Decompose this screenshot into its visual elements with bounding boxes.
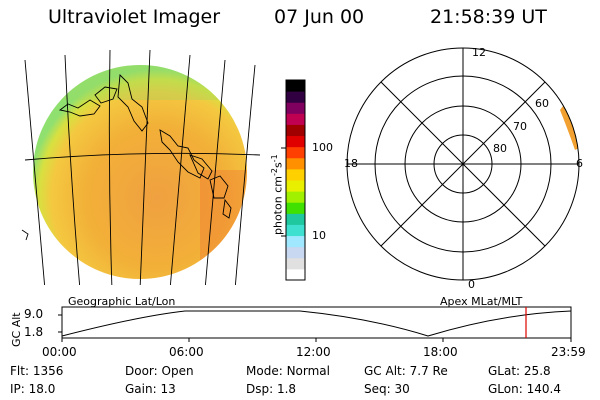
timeline-xtick-1800: 18:00: [423, 345, 458, 359]
colorbar-swatch: [286, 257, 305, 270]
instrument-title: Ultraviolet Imager: [48, 6, 221, 28]
colorbar-tick-100: 100: [312, 141, 333, 154]
colorbar-tick-10: 10: [312, 229, 326, 242]
status-key: Mode:: [246, 364, 283, 378]
polar-coordinate-label: Apex MLat/MLT: [440, 295, 523, 308]
colorbar-swatch: [286, 124, 305, 137]
timeline-xtick-2359: 23:59: [551, 345, 586, 359]
status-key: GLon:: [488, 382, 523, 396]
status-value: 18.0: [28, 382, 56, 396]
colorbar-swatch: [286, 213, 305, 225]
mlt-label-12: 12: [472, 46, 486, 59]
status-value: 7.7 Re: [409, 364, 448, 378]
status-key: Flt:: [10, 364, 29, 378]
status-seq: Seq: 30: [364, 382, 410, 396]
status-dsp: Dsp: 1.8: [246, 382, 296, 396]
status-key: Seq:: [364, 382, 391, 396]
coastline: [21, 74, 232, 241]
status-gc-alt: GC Alt: 7.7 Re: [364, 364, 448, 378]
mlt-label-0: 0: [468, 278, 475, 291]
status-gain: Gain: 13: [125, 382, 176, 396]
status-value: 30: [394, 382, 410, 396]
status-key: GLat:: [488, 364, 521, 378]
colorbar-swatch: [286, 102, 305, 114]
mlat-label-60: 60: [535, 97, 549, 110]
timeline-ytick-1: 1.8: [24, 325, 44, 339]
earth-disk: [33, 65, 247, 279]
timeline-xtick-0000: 00:00: [42, 345, 77, 359]
altitude-curve: [61, 310, 572, 337]
status-value: 1.8: [276, 382, 297, 396]
timeline-xtick-0600: 06:00: [169, 345, 204, 359]
status-glon: GLon: 140.4: [488, 382, 561, 396]
colorbar-swatch: [286, 224, 305, 237]
colorbar-swatch: [286, 180, 305, 192]
mlat-label-80: 80: [493, 142, 507, 155]
colorbar-swatch: [286, 246, 305, 259]
status-key: GC Alt:: [364, 364, 406, 378]
colorbar-swatch: [286, 168, 305, 181]
mlt-label-6: 6: [576, 157, 583, 170]
timeline-ylabel: GC Alt: [10, 312, 23, 347]
status-value: 25.8: [523, 364, 551, 378]
meridian-grid: [24, 49, 261, 285]
colorbar-swatch: [286, 268, 305, 281]
colorbar-swatch: [286, 146, 305, 159]
colorbar-swatch: [286, 202, 305, 214]
map-projection-label: Geographic Lat/Lon: [68, 295, 176, 308]
colorbar-swatch: [286, 91, 305, 103]
mlat-label-70: 70: [513, 120, 527, 133]
colorbar-swatch: [286, 135, 305, 148]
status-key: Dsp:: [246, 382, 274, 396]
status-flt: Flt: 1356: [10, 364, 63, 378]
colorbar-swatch: [286, 80, 305, 92]
observation-time: 21:58:39 UT: [430, 6, 547, 28]
colorbar-swatch: [286, 235, 305, 248]
status-door: Door: Open: [125, 364, 194, 378]
status-mode: Mode: Normal: [246, 364, 330, 378]
colorbar-swatch: [286, 191, 305, 203]
status-value: 140.4: [526, 382, 561, 396]
status-ip: IP: 18.0: [10, 382, 55, 396]
status-glat: GLat: 25.8: [488, 364, 551, 378]
mlt-label-18: 18: [344, 157, 358, 170]
colorbar-swatch: [286, 113, 305, 125]
timeline-xtick-1200: 12:00: [296, 345, 331, 359]
status-value: Normal: [286, 364, 330, 378]
status-value: 13: [160, 382, 176, 396]
colorbar-swatch: [286, 157, 305, 170]
status-key: IP:: [10, 382, 25, 396]
observation-date: 07 Jun 00: [274, 6, 365, 28]
status-value: 1356: [32, 364, 64, 378]
status-value: Open: [161, 364, 194, 378]
status-key: Door:: [125, 364, 158, 378]
timeline-ytick-9: 9.0: [24, 307, 44, 321]
status-key: Gain:: [125, 382, 157, 396]
